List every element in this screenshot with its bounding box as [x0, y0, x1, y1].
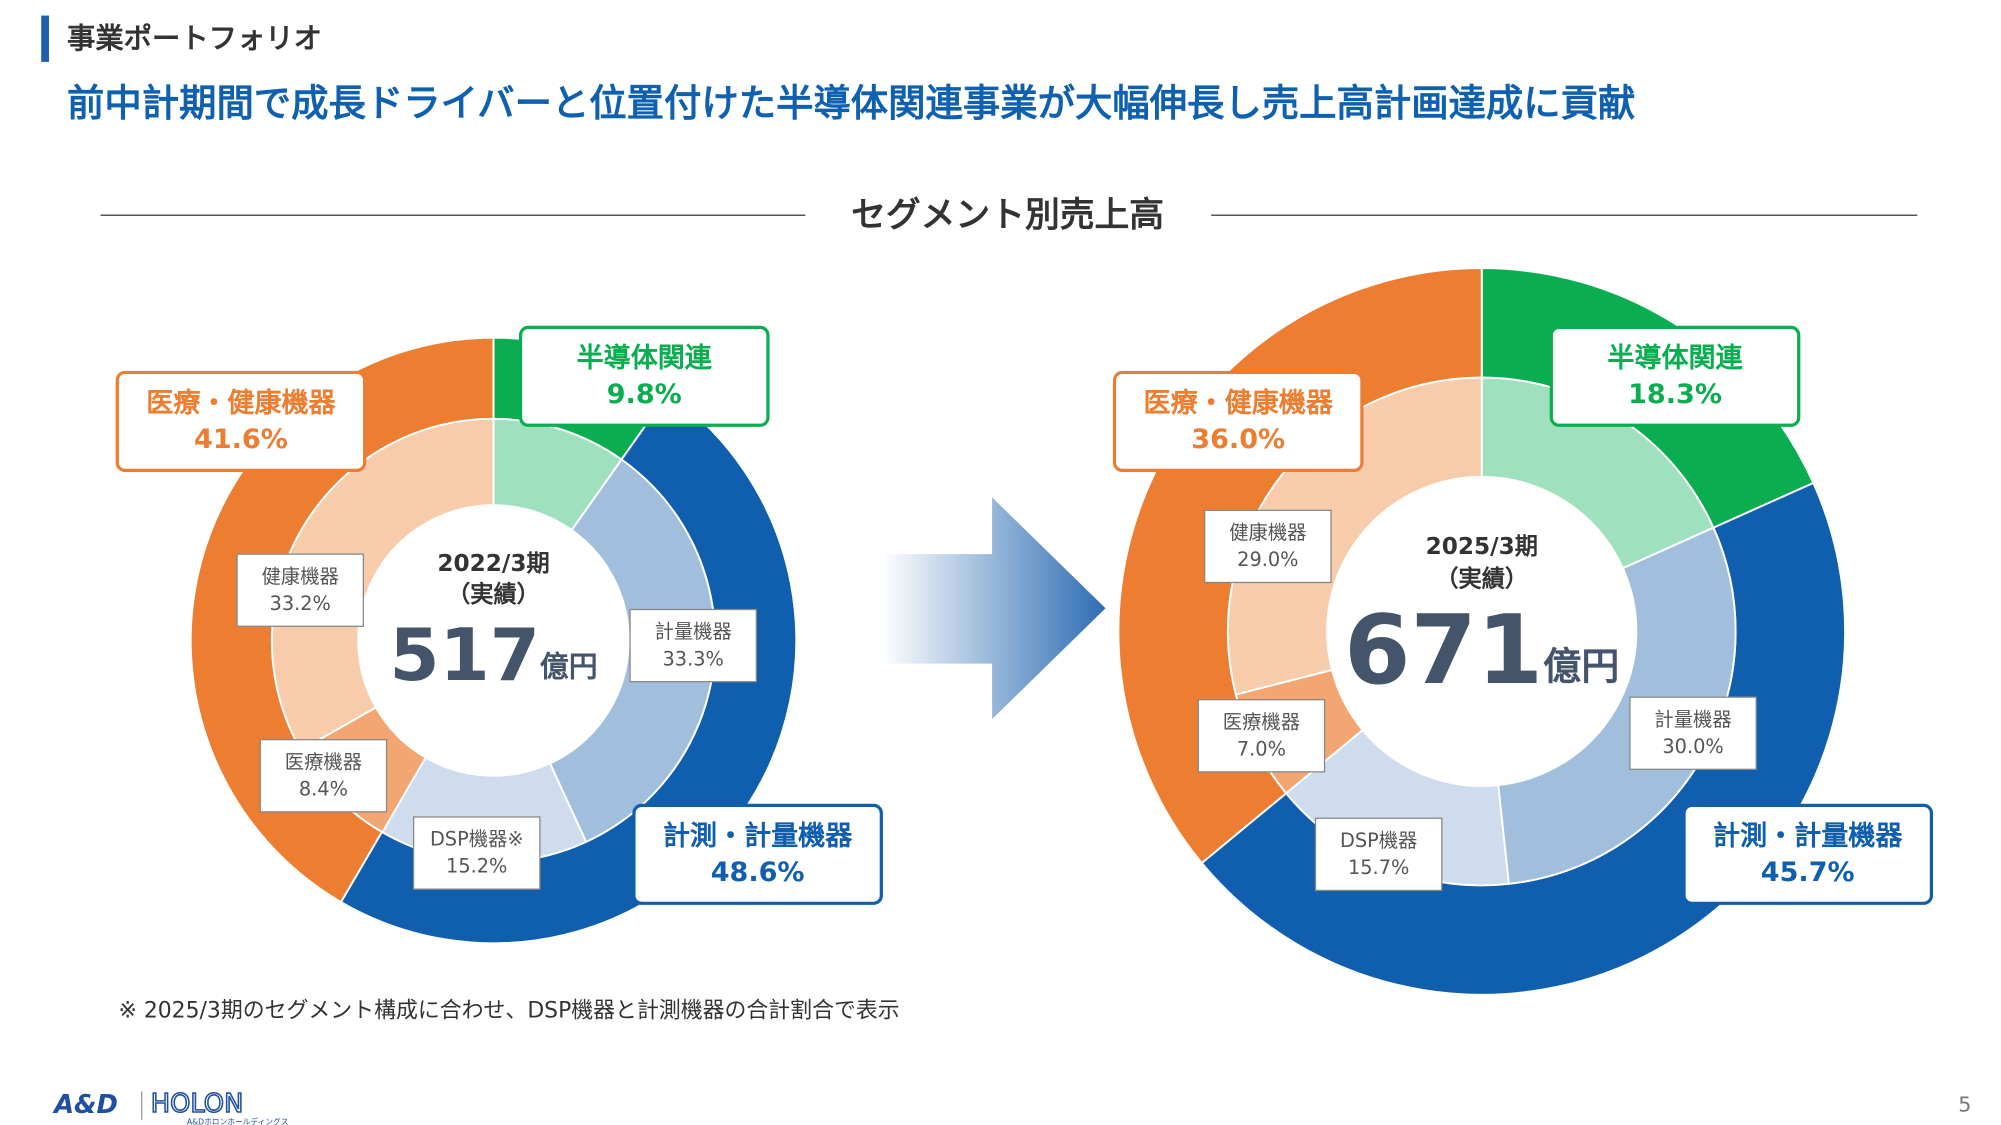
- sub-value: 15.2%: [446, 855, 507, 878]
- total-value: 671: [1344, 597, 1543, 707]
- sub-name: 医療機器: [285, 750, 362, 773]
- logo-sub: A&Dホロンホールディングス: [187, 1116, 289, 1125]
- sub-label-box: [236, 553, 364, 627]
- segment-name: 計測・計量機器: [663, 820, 853, 852]
- total-unit: 億円: [540, 649, 598, 683]
- segment-label-box: [1682, 803, 1934, 905]
- period: 2025/3期: [1426, 533, 1538, 560]
- sub-value: 30.0%: [1662, 735, 1723, 758]
- sub-name: 計量機器: [1654, 708, 1731, 731]
- sub-name: 医療機器: [1223, 710, 1300, 733]
- total-group: 671億円: [1344, 597, 1619, 707]
- segment-value: 45.7%: [1761, 857, 1855, 888]
- sub-label-box: [1204, 509, 1332, 584]
- sub-label-box: [629, 608, 757, 683]
- sub-value: 8.4%: [299, 777, 348, 800]
- segment-label-box: [1549, 325, 1801, 427]
- sub-value: 29.0%: [1237, 548, 1298, 571]
- segment-label-box: [1112, 370, 1364, 472]
- sub-label-box: [1197, 699, 1326, 773]
- sub-label-box: [1314, 817, 1443, 892]
- page-number: 5: [1958, 1093, 1971, 1117]
- total-unit: 億円: [1543, 644, 1619, 688]
- segment-name: 半導体関連: [577, 342, 713, 374]
- sub-name: DSP機器※: [430, 828, 524, 851]
- sub-label-box: [259, 739, 388, 813]
- total-value: 517: [389, 614, 540, 698]
- segment-value: 36.0%: [1191, 424, 1285, 455]
- segment-name: 半導体関連: [1607, 342, 1743, 374]
- center-hole: [358, 505, 629, 776]
- sub-value: 7.0%: [1237, 737, 1286, 760]
- segment-name: 医療・健康機器: [146, 387, 336, 419]
- sub-label-box: [412, 816, 541, 890]
- total-group: 517億円: [389, 614, 597, 698]
- footnote: ※ 2025/3期のセグメント構成に合わせ、DSP機器と計測機器の合計割合で表示: [119, 999, 900, 1024]
- headline: 前中計期間で成長ドライバーと位置付けた半導体関連事業が大幅伸長し売上高計画達成に…: [67, 81, 1635, 125]
- logo-brand: A&D: [52, 1090, 118, 1120]
- segment-label-box: [632, 803, 883, 905]
- segment-value: 9.8%: [607, 379, 682, 410]
- period: 2022/3期: [437, 550, 549, 577]
- segment-label-box: [518, 325, 770, 427]
- sub-name: 計量機器: [655, 620, 732, 643]
- segment-name: 計測・計量機器: [1713, 820, 1903, 852]
- sub-value: 33.2%: [270, 592, 331, 615]
- sub-name: DSP機器: [1340, 829, 1417, 852]
- period-note: （実績）: [1435, 565, 1528, 592]
- segment-value: 41.6%: [194, 424, 288, 455]
- header-bar: [41, 15, 49, 62]
- sub-name: 健康機器: [1229, 521, 1306, 544]
- segment-value: 48.6%: [711, 857, 805, 888]
- sub-value: 15.7%: [1348, 856, 1409, 879]
- sub-name: 健康機器: [262, 565, 339, 588]
- sub-label-box: [1629, 696, 1757, 770]
- segment-label-box: [115, 370, 367, 472]
- arrow: [881, 497, 1106, 720]
- segment-name: 医療・健康機器: [1144, 387, 1334, 419]
- center-hole: [1327, 476, 1637, 787]
- sub-value: 33.3%: [663, 647, 724, 670]
- period-note: （実績）: [447, 581, 540, 608]
- section-title: 事業ポートフォリオ: [67, 22, 322, 55]
- logo-name: HOLON: [151, 1089, 244, 1119]
- chart-heading: セグメント別売上高: [851, 196, 1164, 236]
- segment-value: 18.3%: [1628, 379, 1722, 410]
